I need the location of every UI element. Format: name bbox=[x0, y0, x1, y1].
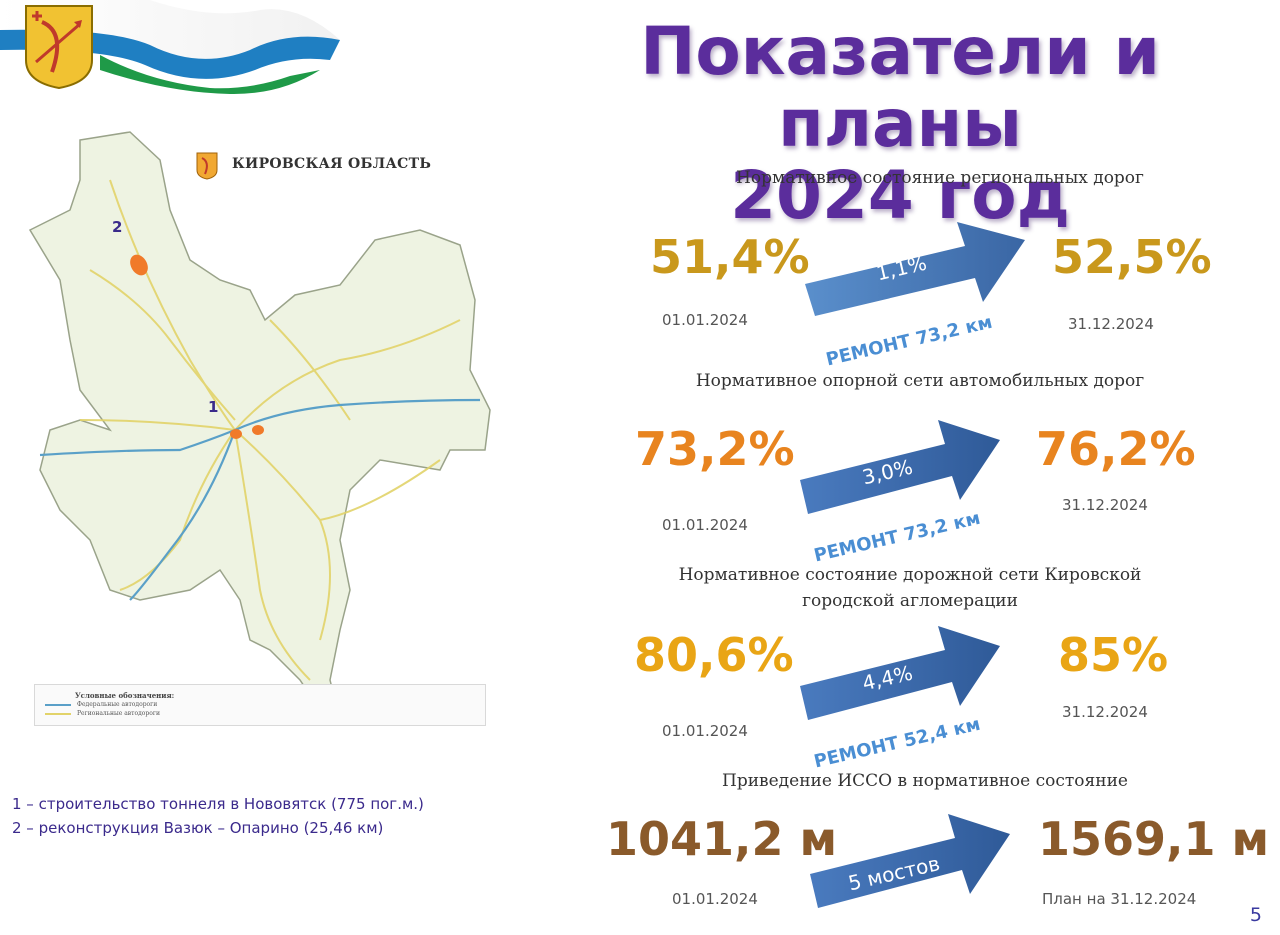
federal-roads bbox=[39, 398, 481, 601]
indicator-4-title: Приведение ИССО в нормативное состояние bbox=[722, 771, 1128, 791]
legend-federal: Федеральные автодороги bbox=[45, 701, 157, 708]
marker-2-dot bbox=[130, 254, 148, 276]
indicator-3-from-date: 01.01.2024 bbox=[662, 722, 748, 740]
marker-2-label: 2 bbox=[112, 218, 123, 236]
map-coat-icon bbox=[196, 152, 218, 180]
indicator-3-to-date: 31.12.2024 bbox=[1062, 703, 1148, 721]
coat-of-arms-icon bbox=[25, 5, 93, 90]
indicator-3-from-value: 80,6% bbox=[634, 628, 794, 682]
indicator-1-arrow bbox=[805, 222, 1025, 316]
legend-federal-line bbox=[45, 703, 71, 706]
indicator-2-arrow bbox=[800, 420, 1000, 514]
marker-1-dot-b bbox=[252, 425, 264, 435]
indicator-1-to-value: 52,5% bbox=[1052, 230, 1212, 284]
kirov-region-map bbox=[28, 131, 491, 712]
page-number: 5 bbox=[1249, 904, 1262, 926]
title-line-1: Показатели и планы bbox=[640, 13, 1160, 162]
map-legend: Условные обозначения: Федеральные автодо… bbox=[34, 684, 486, 726]
map-heading: КИРОВСКАЯ ОБЛАСТЬ bbox=[232, 156, 432, 172]
indicator-3-title-line-1: Нормативное состояние дорожной сети Киро… bbox=[678, 565, 1142, 585]
indicator-1-to-date: 31.12.2024 bbox=[1068, 315, 1154, 333]
legend-title: Условные обозначения: bbox=[75, 691, 175, 700]
indicator-4-to-date: План на 31.12.2024 bbox=[1042, 890, 1197, 908]
page-title: Показатели и планы 2024 год bbox=[520, 16, 1280, 232]
marker-1-dot-a bbox=[230, 429, 242, 439]
indicator-3-title-line-2: городской агломерации bbox=[802, 591, 1018, 611]
indicator-4-to-value: 1569,1 м bbox=[1038, 812, 1270, 866]
indicator-3-title: Нормативное состояние дорожной сети Киро… bbox=[640, 562, 1180, 614]
indicator-2-from-value: 73,2% bbox=[635, 422, 795, 476]
note-1: 1 – строительство тоннеля в Нововятск (7… bbox=[12, 795, 424, 813]
legend-regional-line bbox=[45, 712, 71, 715]
note-2: 2 – реконструкция Вазюк – Опарино (25,46… bbox=[12, 819, 384, 837]
marker-1-label: 1 bbox=[208, 398, 219, 416]
indicator-3-to-value: 85% bbox=[1058, 628, 1169, 682]
indicator-1-title: Нормативное состояние региональных дорог bbox=[736, 168, 1144, 188]
indicator-4-from-date: 01.01.2024 bbox=[672, 890, 758, 908]
indicator-3-arrow bbox=[800, 626, 1000, 720]
indicator-4-arrow bbox=[810, 814, 1010, 908]
map-notes: 1 – строительство тоннеля в Нововятск (7… bbox=[12, 792, 424, 840]
indicator-2-from-date: 01.01.2024 bbox=[662, 516, 748, 534]
title-line-2: 2024 год bbox=[730, 157, 1070, 234]
indicator-2-to-value: 76,2% bbox=[1036, 422, 1196, 476]
indicator-2-to-date: 31.12.2024 bbox=[1062, 496, 1148, 514]
indicator-4-from-value: 1041,2 м bbox=[606, 812, 838, 866]
indicator-1-from-value: 51,4% bbox=[650, 230, 810, 284]
legend-regional: Региональные автодороги bbox=[45, 710, 160, 717]
indicator-1-from-date: 01.01.2024 bbox=[662, 311, 748, 329]
legend-regional-label: Региональные автодороги bbox=[77, 710, 161, 717]
legend-federal-label: Федеральные автодороги bbox=[77, 701, 158, 708]
indicator-2-title: Нормативное опорной сети автомобильных д… bbox=[695, 371, 1145, 391]
